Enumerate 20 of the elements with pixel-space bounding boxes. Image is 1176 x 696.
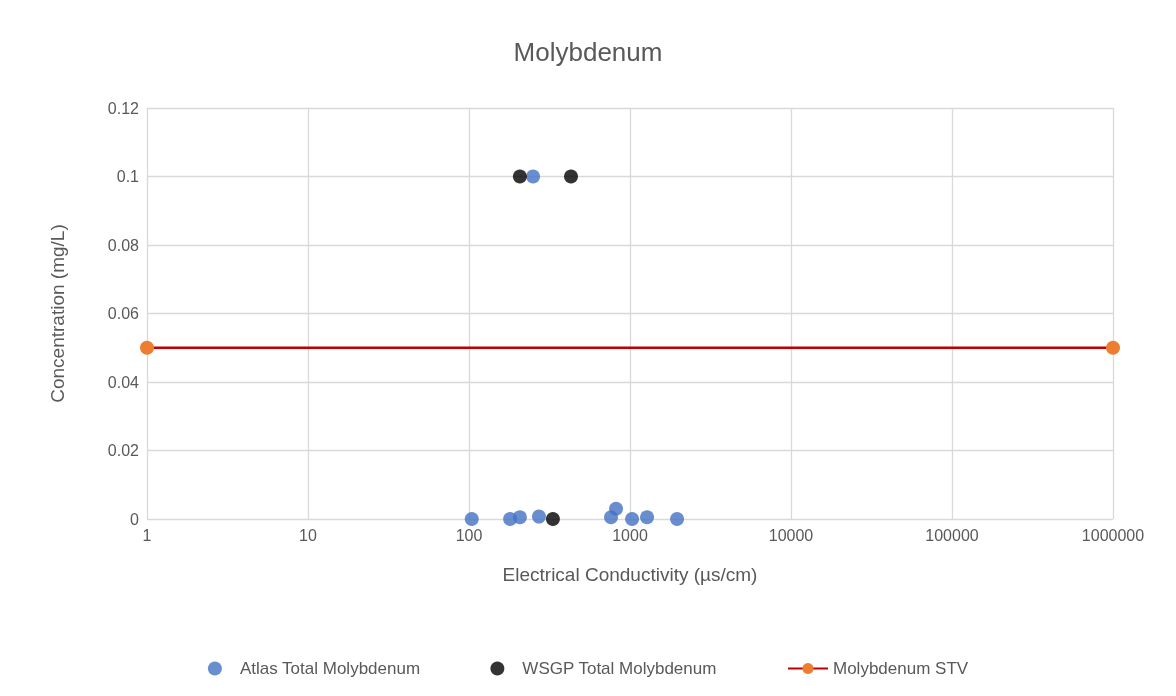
x-axis-title: Electrical Conductivity (µs/cm): [502, 564, 758, 585]
chart-title: Molybdenum: [513, 37, 663, 67]
y-axis-title: Concentration (mg/L): [47, 224, 68, 403]
x-tick-label: 1000: [612, 526, 648, 544]
y-tick-label: 0.12: [107, 99, 140, 117]
x-tick-label: 100: [455, 526, 483, 544]
y-tick-label: 0.02: [107, 442, 140, 459]
y-tick-label: 0: [130, 510, 140, 528]
y-tick-label: 0.06: [107, 305, 140, 322]
x-tick-label: 1: [142, 526, 152, 544]
legend-label: Molybdenum STV: [833, 659, 969, 678]
x-tick-label: 1000000: [1081, 526, 1145, 544]
y-tick-label: 0.04: [107, 373, 140, 391]
legend-label: WSGP Total Molybdenum: [522, 659, 717, 678]
x-tick-label: 10: [299, 526, 317, 544]
y-tick-label: 0.08: [107, 236, 140, 254]
x-tick-label: 100000: [925, 526, 979, 544]
y-tick-label: 0.1: [116, 168, 140, 185]
legend-label: Atlas Total Molybdenum: [239, 659, 421, 678]
x-tick-label: 10000: [768, 526, 814, 544]
